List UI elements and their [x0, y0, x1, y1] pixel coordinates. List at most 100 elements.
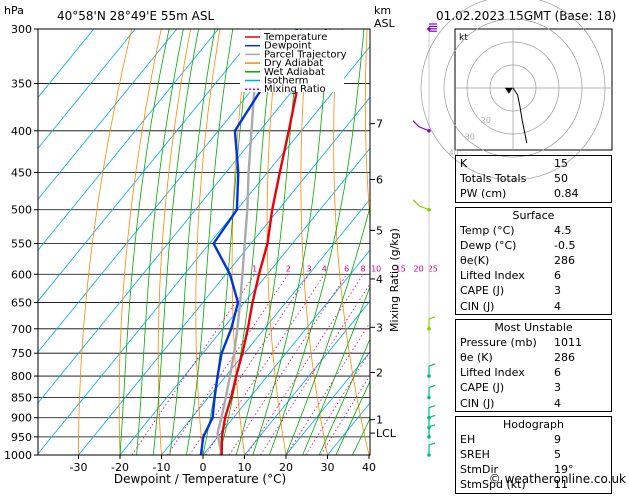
km-label: km: [374, 4, 391, 17]
pressure-tick-label: 600: [11, 268, 32, 281]
lcl-label: LCL: [376, 427, 397, 440]
wet-adiabat-line: [137, 29, 184, 455]
wind-barb-point: [427, 129, 431, 133]
stat-row: θe (K)286: [456, 350, 611, 365]
isotherm-line: [0, 29, 218, 455]
surface-title: Surface: [456, 208, 611, 223]
legend-entry: Mixing Ratio: [264, 84, 326, 95]
pressure-tick-label: 500: [11, 204, 32, 217]
pressure-tick-label: 850: [11, 392, 32, 405]
km-tick-label: 3: [376, 321, 383, 334]
mixing-ratio-label: 2: [286, 264, 291, 273]
wind-barb: [429, 385, 435, 397]
pressure-tick-label: 550: [11, 238, 32, 251]
wind-barb-point: [427, 208, 431, 212]
pressure-tick-label: 300: [11, 23, 32, 36]
pressure-tick-label: 950: [11, 431, 32, 444]
pressure-tick-label: 750: [11, 347, 32, 360]
mixing-ratio-label: 4: [322, 264, 327, 273]
stat-row: StmSpd (kt)11: [456, 477, 611, 492]
wind-barb-point: [427, 374, 431, 378]
stat-row: Dewp (°C)-0.5: [456, 238, 611, 253]
pressure-tick-label: 650: [11, 297, 32, 310]
wind-barb: [429, 443, 435, 455]
wind-barbs: [413, 24, 437, 457]
pressure-tick-label: 1000: [4, 449, 32, 462]
temperature-tick-label: 40: [362, 461, 376, 474]
isotherm-line: [0, 29, 301, 455]
wind-barb-point: [427, 327, 431, 331]
dry-adiabat-line: [232, 29, 249, 455]
mixing-ratio-label: 20: [414, 264, 424, 273]
stat-row: Temp (°C)4.5: [456, 223, 611, 238]
most-unstable-title: Most Unstable: [456, 320, 611, 335]
stat-row-pw: PW (cm)0.84: [456, 186, 611, 201]
hodograph-ring-label: 30: [465, 132, 475, 141]
temperature-tick-label: -30: [70, 461, 88, 474]
mixing-ratio-label: 3: [307, 264, 312, 273]
surface-box: Surface Temp (°C)4.5 Dewp (°C)-0.5 θe(K)…: [455, 207, 612, 315]
pressure-tick-label: 900: [11, 412, 32, 425]
x-axis-title: Dewpoint / Temperature (°C): [114, 472, 286, 486]
isotherm-line: [0, 29, 260, 455]
wind-barb: [429, 317, 435, 329]
mixing-ratio-line: [247, 274, 364, 455]
mixing-ratio-label: 1: [252, 264, 257, 273]
mixing-ratio-axis-title: Mixing Ratio (g/kg): [388, 228, 401, 332]
km-tick-label: 7: [376, 118, 383, 131]
wind-barb-point: [427, 426, 431, 430]
wind-barb: [413, 121, 429, 131]
stat-row: CIN (J)4: [456, 299, 611, 314]
mixing-ratio-line: [229, 274, 347, 455]
stat-row: Pressure (mb)1011: [456, 335, 611, 350]
pressure-tick-label: 450: [11, 167, 32, 180]
asl-label: ASL: [374, 17, 396, 30]
location-label: 40°58'N 28°49'E 55m ASL: [57, 9, 214, 23]
wind-barb: [429, 364, 435, 376]
dry-adiabat-line: [334, 29, 369, 455]
stat-row: CIN (J)4: [456, 396, 611, 411]
pressure-tick-label: 700: [11, 323, 32, 336]
km-tick-label: 4: [376, 273, 383, 286]
dry-adiabat-line: [158, 29, 190, 455]
mixing-ratio-label: 8: [361, 264, 366, 273]
km-tick-label: 6: [376, 174, 383, 187]
wind-barb-point: [427, 396, 431, 400]
wind-barb-point: [427, 27, 431, 31]
km-tick-label: 1: [376, 414, 383, 427]
mixing-ratio-line: [132, 274, 255, 455]
wind-barb-point: [427, 453, 431, 457]
isotherm-line: [79, 29, 426, 455]
dry-adiabat-line: [119, 29, 161, 455]
mixing-ratio-label: 6: [344, 264, 349, 273]
mixing-ratio-line: [167, 274, 288, 455]
hodograph-title: Hodograph: [456, 417, 611, 432]
hodograph-ring-label: 20: [481, 116, 491, 125]
pressure-tick-label: 800: [11, 370, 32, 383]
pressure-tick-label: 350: [11, 78, 32, 91]
pressure-tick-label: 400: [11, 125, 32, 138]
stat-row: CAPE (J)3: [456, 283, 611, 298]
temperature-tick-label: 30: [321, 461, 335, 474]
pressure-unit-label: hPa: [4, 4, 24, 17]
stat-row: CAPE (J)3: [456, 380, 611, 395]
wind-barb-point: [427, 435, 431, 439]
km-tick-label: 2: [376, 367, 383, 380]
dry-adiabat-line: [396, 29, 452, 455]
wind-barb-point: [427, 416, 431, 420]
km-tick-label: 5: [376, 224, 383, 237]
wind-barb: [413, 200, 429, 210]
wet-adiabat-line: [153, 29, 198, 455]
